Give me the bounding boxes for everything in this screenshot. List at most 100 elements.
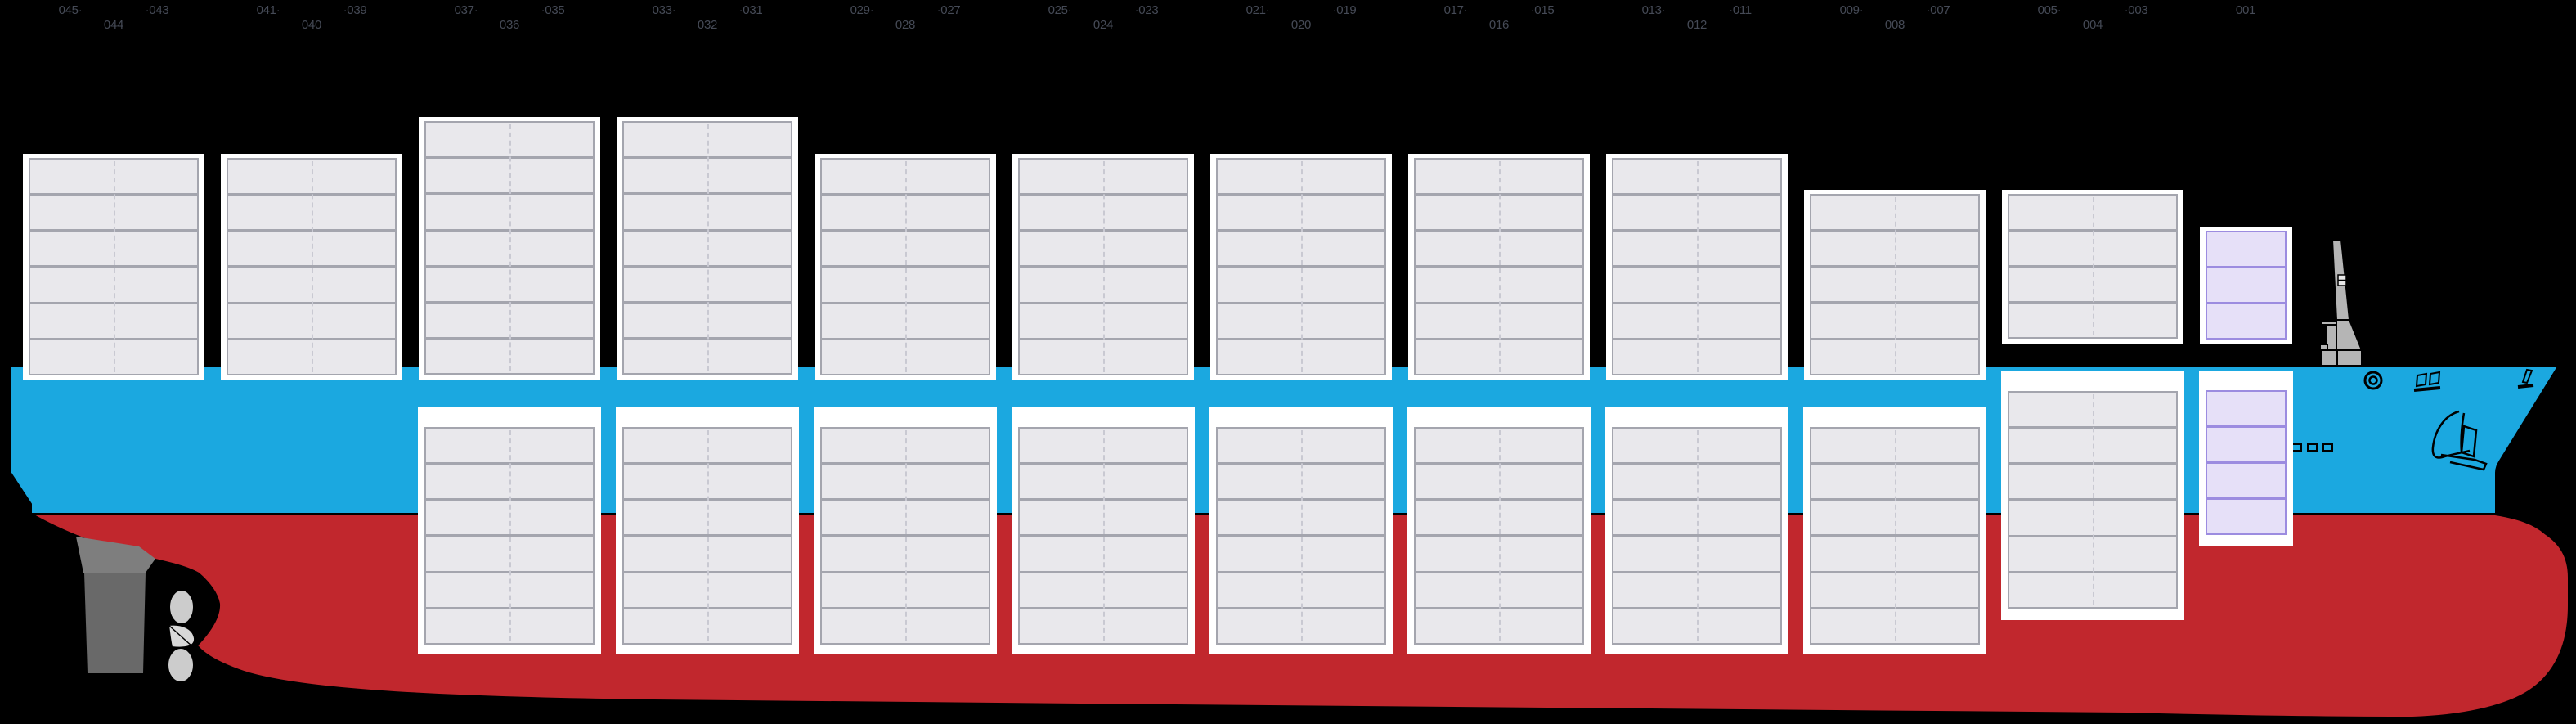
- container-tier: [2207, 392, 2285, 425]
- stack-below-bay-036: [418, 407, 601, 654]
- container-cell-grid: [1810, 194, 1980, 375]
- twenty-foot-divider: [905, 430, 907, 641]
- twenty-foot-divider: [1499, 161, 1501, 372]
- stack-above-bay-016: [1408, 154, 1590, 380]
- bay-label-left: 009·: [1839, 3, 1864, 17]
- twenty-foot-divider: [1895, 197, 1896, 372]
- container-cell-grid: [1216, 158, 1386, 375]
- stack-above-bay-004: [2002, 190, 2183, 344]
- bay-label-right: ·003: [2124, 3, 2148, 17]
- twenty-foot-divider: [1499, 430, 1501, 641]
- bay-label-right: ·039: [343, 3, 367, 17]
- bay-label-center: 028: [895, 18, 916, 32]
- twenty-foot-divider: [509, 124, 511, 372]
- radar-platform: [2315, 235, 2347, 241]
- bay-label-right: ·023: [1134, 3, 1159, 17]
- container-cell-grid: [424, 427, 595, 645]
- container-cell-grid: [1414, 158, 1584, 375]
- container-tier: [2207, 266, 2285, 302]
- bay-label-center: 040: [301, 18, 322, 32]
- container-cell-grid: [820, 427, 990, 645]
- bay-label-left: 021·: [1245, 3, 1270, 17]
- bay-label-center: 024: [1093, 18, 1114, 32]
- container-cell-grid: [622, 121, 792, 375]
- container-cell-grid: [227, 158, 397, 375]
- stack-below-bay-012: [1605, 407, 1788, 654]
- bay-label-center: 036: [499, 18, 520, 32]
- stack-above-bay-008: [1804, 190, 1986, 380]
- twenty-foot-divider: [707, 430, 709, 641]
- container-cell-grid: [2008, 391, 2178, 609]
- container-cell-grid: [820, 158, 990, 375]
- stack-below-bay-032: [616, 407, 799, 654]
- container-cell-grid: [1612, 158, 1782, 375]
- bay-label-right: ·015: [1530, 3, 1555, 17]
- container-cell-grid: [1018, 427, 1188, 645]
- stack-below-bay-001: [2199, 371, 2293, 546]
- stack-above-bay-032: [617, 117, 798, 380]
- stack-below-bay-016: [1407, 407, 1591, 654]
- container-tier: [2207, 497, 2285, 533]
- funnel-step-foot: [2319, 344, 2328, 351]
- twenty-foot-divider: [1301, 430, 1303, 641]
- bow-details: [2291, 368, 2534, 471]
- twenty-foot-divider: [509, 430, 511, 641]
- bay-label-center: 012: [1686, 18, 1708, 32]
- stack-above-bay-024: [1012, 154, 1194, 380]
- bay-label-left: 025·: [1048, 3, 1072, 17]
- container-cell-grid: [424, 121, 595, 375]
- reefer-cell-grid: [2206, 231, 2287, 340]
- twenty-foot-divider: [2093, 394, 2094, 605]
- bay-label-right: ·019: [1332, 3, 1357, 17]
- container-cell-grid: [1810, 427, 1980, 645]
- bay-label-single: 001: [2235, 3, 2256, 17]
- twenty-foot-divider: [707, 124, 709, 372]
- mast-structure: [2315, 216, 2363, 366]
- bay-label-right: ·035: [541, 3, 565, 17]
- hull-port: [2307, 443, 2318, 452]
- stack-above-bay-036: [419, 117, 600, 380]
- twenty-foot-divider: [1301, 161, 1303, 372]
- bay-label-left: 017·: [1443, 3, 1468, 17]
- container-cell-grid: [1414, 427, 1584, 645]
- container-tier: [2207, 461, 2285, 497]
- container-cell-grid: [1018, 158, 1188, 375]
- bay-label-center: 016: [1488, 18, 1510, 32]
- bay-label-left: 029·: [850, 3, 874, 17]
- bay-label-right: ·007: [1926, 3, 1950, 17]
- bay-label-left: 045·: [58, 3, 83, 17]
- bay-label-center: 020: [1290, 18, 1312, 32]
- container-tier: [2207, 302, 2285, 338]
- twenty-foot-divider: [905, 161, 907, 372]
- container-cell-grid: [1612, 427, 1782, 645]
- bay-label-left: 041·: [256, 3, 280, 17]
- bow-mark-icon: [2521, 368, 2533, 384]
- funnel-body: [2336, 319, 2363, 351]
- bridge-window-icon: [2428, 371, 2441, 386]
- stack-above-bay-001: [2200, 227, 2292, 344]
- bridge-window-icon: [2415, 372, 2428, 388]
- stack-below-bay-024: [1012, 407, 1195, 654]
- propeller: [167, 589, 196, 683]
- anchor-icon: [2431, 410, 2488, 471]
- funnel-base: [2320, 349, 2363, 366]
- twenty-foot-divider: [1697, 161, 1699, 372]
- container-cell-grid: [29, 158, 199, 375]
- bay-label-left: 033·: [652, 3, 676, 17]
- bay-label-left: 013·: [1641, 3, 1666, 17]
- container-cell-grid: [1216, 427, 1386, 645]
- bay-label-center: 004: [2082, 18, 2103, 32]
- twenty-foot-divider: [114, 161, 115, 372]
- bay-label-center: 008: [1884, 18, 1905, 32]
- container-cell-grid: [2008, 194, 2178, 340]
- container-cell-grid: [622, 427, 792, 645]
- twenty-foot-divider: [1895, 430, 1896, 641]
- twenty-foot-divider: [1103, 430, 1105, 641]
- bay-label-right: ·043: [145, 3, 169, 17]
- stack-above-bay-020: [1210, 154, 1392, 380]
- stack-below-bay-020: [1209, 407, 1393, 654]
- twenty-foot-divider: [312, 161, 313, 372]
- twenty-foot-divider: [1697, 430, 1699, 641]
- stack-above-bay-040: [221, 154, 402, 380]
